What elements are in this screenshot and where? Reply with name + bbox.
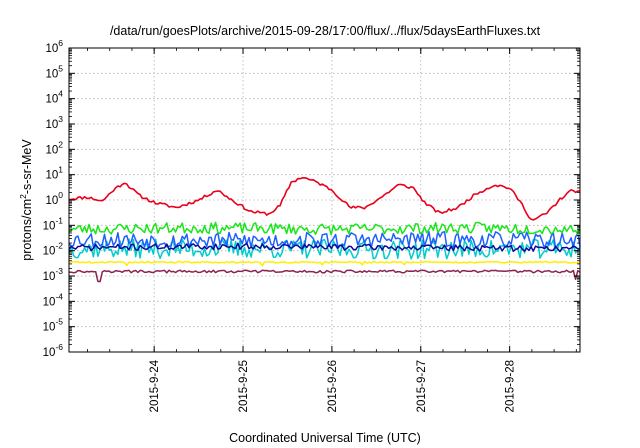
- y-axis-label: protons/cm2-s-sr-MeV: [18, 139, 34, 261]
- y-axis-label-sup: 2: [18, 194, 28, 199]
- y-tick-label: 101: [45, 165, 63, 182]
- series-line: [68, 230, 581, 250]
- x-tick-label: 2015-9-25: [238, 360, 250, 412]
- series-layer: [68, 177, 581, 283]
- series-line: [68, 260, 581, 267]
- grid-lines: [69, 48, 580, 352]
- y-tick-label: 102: [45, 139, 63, 156]
- y-axis-label-post: -s-sr-MeV: [20, 139, 34, 195]
- x-tick-label: 2015-9-26: [327, 360, 339, 412]
- y-tick-label: 10-4: [43, 291, 64, 308]
- y-tick-label: 104: [45, 89, 63, 106]
- y-axis-label-pre: protons/cm: [20, 199, 34, 261]
- tick-marks: [69, 47, 580, 353]
- y-tick-label: 106: [45, 38, 63, 55]
- x-tick-label: 2015-9-28: [505, 360, 517, 412]
- series-line: [68, 238, 581, 260]
- y-tick-label: 10-3: [43, 266, 64, 283]
- series-line: [68, 242, 581, 253]
- series-line: [68, 177, 581, 221]
- y-tick-label: 10-5: [43, 317, 64, 334]
- x-tick-labels: 2015-9-24 2015-9-25 2015-9-26 2015-9-27 2015…: [149, 359, 516, 412]
- y-tick-label: 10-6: [43, 342, 64, 359]
- series-line: [68, 269, 581, 283]
- y-tick-label: 10-1: [43, 215, 64, 232]
- y-tick-label: 100: [45, 190, 63, 207]
- y-tick-label: 103: [45, 114, 63, 131]
- x-axis-label: Coordinated Universal Time (UTC): [229, 431, 421, 445]
- y-tick-label: 105: [45, 63, 63, 80]
- y-tick-label: 10-2: [43, 241, 64, 258]
- y-tick-labels: 10-6 10-5 10-4 10-3 10-2 10-1 100 101 102 103 104 1…: [43, 38, 64, 359]
- x-tick-label: 2015-9-24: [149, 359, 161, 412]
- series-line: [68, 221, 581, 236]
- chart-title: /data/run/goesPlots/archive/2015-09-28/1…: [110, 24, 541, 38]
- x-tick-label: 2015-9-27: [416, 360, 428, 412]
